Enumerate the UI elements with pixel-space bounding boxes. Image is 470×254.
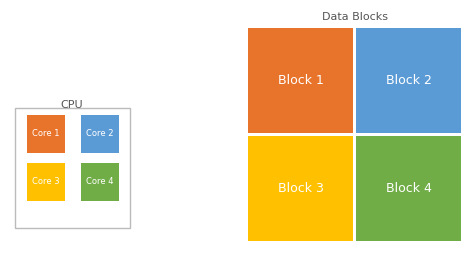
Text: Core 1: Core 1 xyxy=(32,130,60,138)
Text: Core 3: Core 3 xyxy=(32,178,60,186)
Text: Block 3: Block 3 xyxy=(278,182,323,195)
Bar xyxy=(27,163,65,201)
Bar xyxy=(248,28,353,133)
Bar xyxy=(81,115,119,153)
Text: Core 2: Core 2 xyxy=(86,130,114,138)
Text: Data Blocks: Data Blocks xyxy=(322,12,388,22)
Bar xyxy=(27,115,65,153)
Text: Block 4: Block 4 xyxy=(385,182,431,195)
Text: Core 4: Core 4 xyxy=(86,178,114,186)
Text: Block 2: Block 2 xyxy=(385,74,431,87)
Text: Block 1: Block 1 xyxy=(278,74,323,87)
Bar xyxy=(81,163,119,201)
Bar xyxy=(15,108,130,228)
Bar xyxy=(248,136,353,241)
Bar xyxy=(356,136,461,241)
Bar xyxy=(356,28,461,133)
Text: CPU: CPU xyxy=(61,100,83,110)
